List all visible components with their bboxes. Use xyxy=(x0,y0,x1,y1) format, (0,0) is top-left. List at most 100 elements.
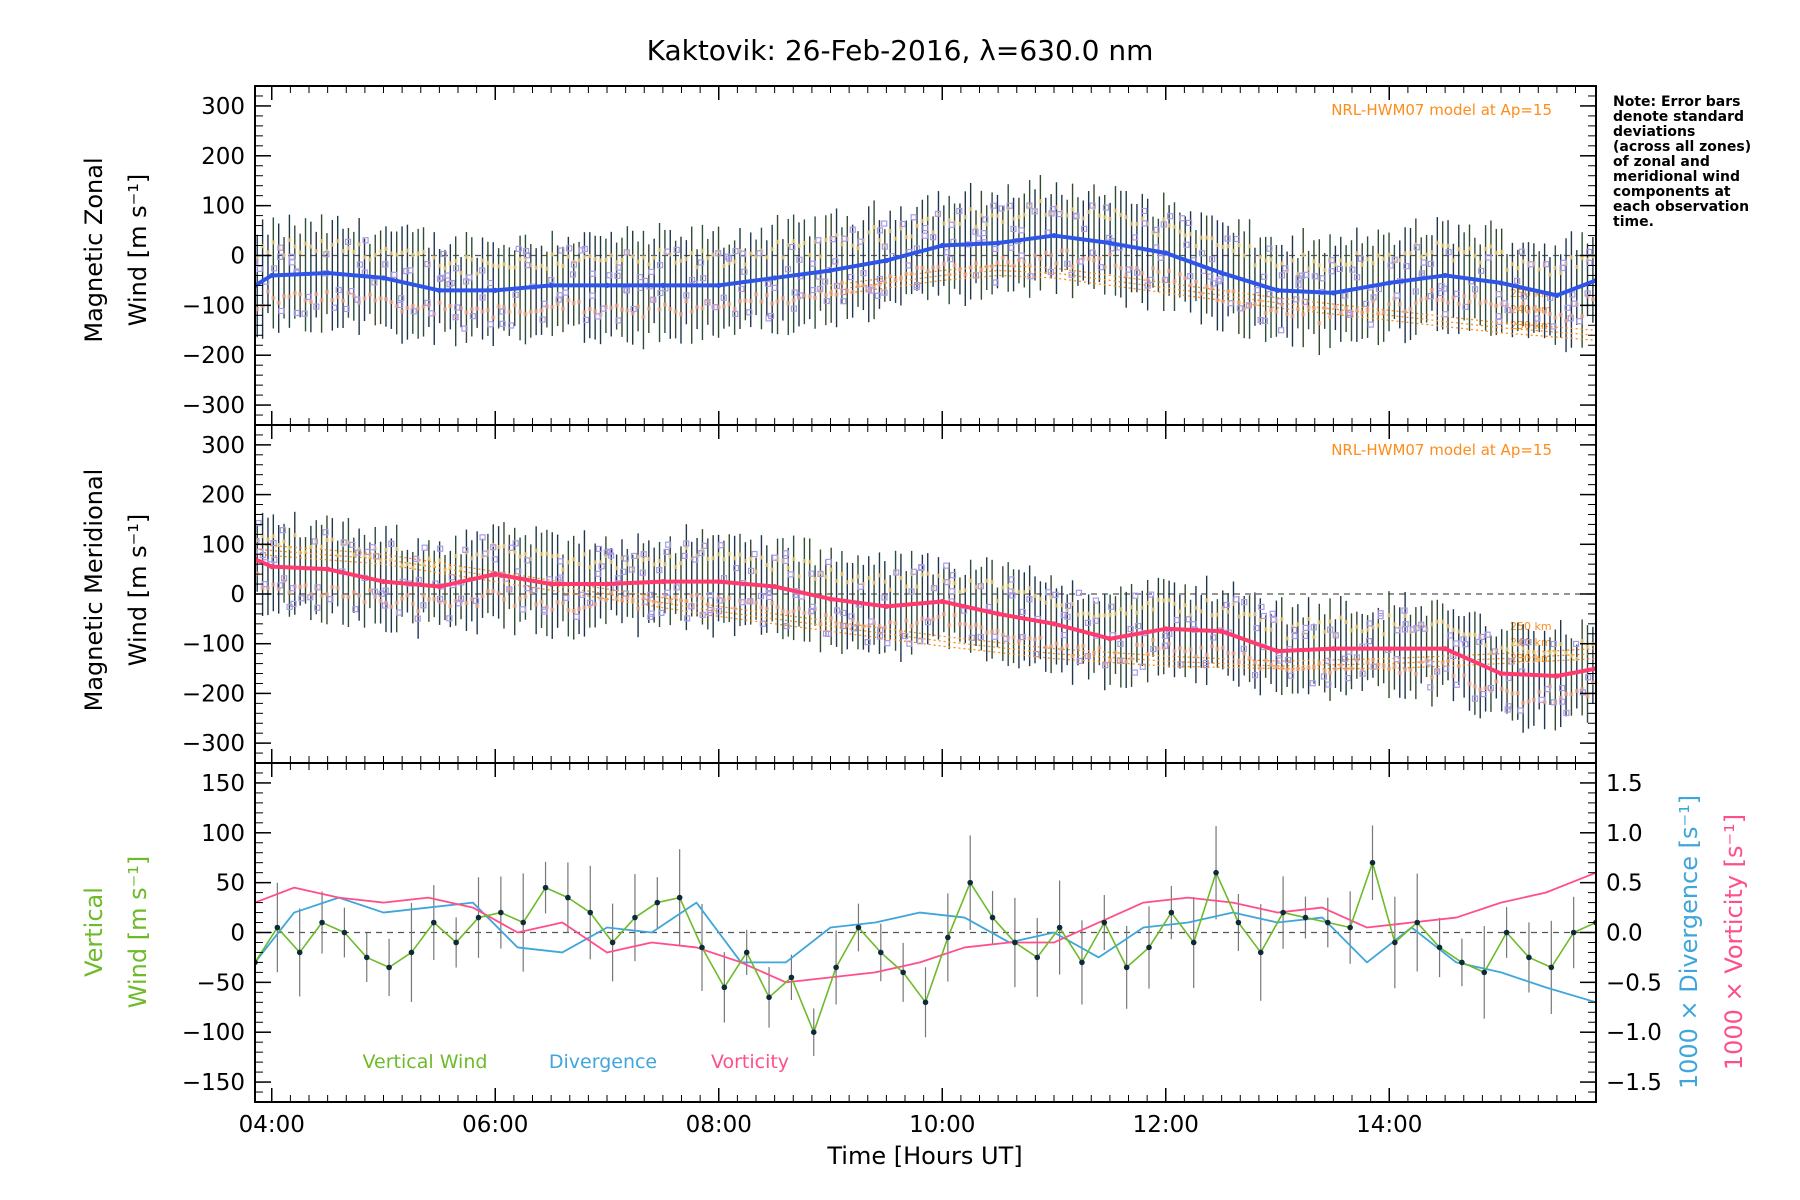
vertical-wind-point xyxy=(274,924,281,931)
meridional-zone-mark xyxy=(1451,673,1456,678)
meridional-zone-mark xyxy=(534,548,539,553)
zonal-zone-point xyxy=(410,308,417,315)
note-line: Note: Error bars xyxy=(1613,94,1740,110)
meridional-zone-point xyxy=(279,527,286,534)
zonal-zone-point xyxy=(1319,275,1326,282)
vertical-wind-point xyxy=(900,969,906,976)
meridional-zone-point xyxy=(280,575,288,582)
meridional-zone-point xyxy=(1359,670,1366,677)
meridional-zone-point xyxy=(364,548,371,555)
meridional-zone-mark xyxy=(877,573,882,578)
meridional-zone-point xyxy=(893,569,900,576)
zonal-zone-mark xyxy=(448,303,453,308)
zonal-zone-point xyxy=(600,305,607,312)
zonal-zone-mark xyxy=(271,240,276,245)
zonal-zone-mark xyxy=(582,255,587,260)
meridional-zone-point xyxy=(864,639,871,646)
divergence-y2label: 1000 × Divergence [s⁻¹] xyxy=(1675,795,1703,1089)
meridional-zone-mark xyxy=(1231,601,1236,606)
zonal-zone-mark xyxy=(877,238,882,243)
meridional-zone-point xyxy=(1033,651,1040,658)
zonal-zone-mark xyxy=(1161,217,1166,222)
meridional-zone-mark xyxy=(282,539,287,544)
zonal-zone-point xyxy=(570,261,578,268)
zonal-zone-point xyxy=(436,275,444,282)
zonal-zone-mark xyxy=(276,246,281,251)
zonal-zone-point xyxy=(424,299,431,306)
meridional-zone-mark xyxy=(754,569,759,574)
meridional-zone-point xyxy=(1052,591,1059,598)
meridional-mean-point xyxy=(1498,670,1504,677)
meridional-zone-mark xyxy=(673,564,678,569)
meridional-zone-mark xyxy=(582,605,587,610)
zonal-zone-mark xyxy=(1097,213,1102,218)
meridional-zone-mark xyxy=(829,567,834,572)
meridional-zone-point xyxy=(369,544,376,551)
zonal-zone-point xyxy=(921,232,928,239)
note-line: time. xyxy=(1613,214,1654,230)
zonal-zone-point xyxy=(438,274,445,281)
zonal-zone-mark xyxy=(566,298,571,303)
zonal-zone-mark xyxy=(1440,297,1445,302)
meridional-zone-point xyxy=(840,622,847,630)
meridional-zone-mark xyxy=(1285,636,1290,641)
meridional-mean-line xyxy=(255,557,1596,679)
meridional-mean-point xyxy=(380,578,387,585)
meridional-zone-mark xyxy=(979,583,984,588)
vertical-wind-point xyxy=(319,919,325,926)
vertical-wind-point xyxy=(542,884,549,891)
zonal-zone-mark xyxy=(1000,220,1005,225)
zonal-zone-mark xyxy=(1456,247,1461,252)
zonal-zone-mark xyxy=(1124,215,1129,220)
meridional-zone-mark xyxy=(818,622,823,627)
meridional-zone-point xyxy=(614,575,622,582)
meridional-zone-mark xyxy=(1488,650,1493,655)
zonal-zone-mark xyxy=(539,263,544,268)
meridional-zone-mark xyxy=(1236,614,1241,619)
zonal-zone-mark xyxy=(909,271,914,276)
note-line: (across all zones) xyxy=(1613,139,1751,155)
zonal-zone-mark xyxy=(469,307,474,312)
vertical-wind-point xyxy=(945,934,951,941)
meridional-zone-point xyxy=(1003,635,1010,642)
meridional-zone-mark xyxy=(888,587,893,592)
meridional-zone-mark xyxy=(625,562,630,567)
vertical-wind-point xyxy=(810,1029,817,1036)
zonal-zone-mark xyxy=(711,252,716,257)
meridional-zone-mark xyxy=(1220,606,1225,611)
zonal-ytick-label: −300 xyxy=(182,393,245,419)
meridional-zone-mark xyxy=(1317,620,1322,625)
vertical-y2tick-label: 0.5 xyxy=(1606,871,1643,897)
meridional-zone-point xyxy=(1366,620,1373,627)
meridional-zone-mark xyxy=(652,599,657,604)
zonal-zone-mark xyxy=(459,305,464,310)
zonal-zone-point xyxy=(486,279,494,287)
zonal-zone-mark xyxy=(1108,252,1113,257)
meridional-zone-point xyxy=(1258,603,1265,611)
zonal-zone-point xyxy=(1157,254,1164,261)
zonal-zone-point xyxy=(876,227,884,234)
meridional-zone-mark xyxy=(593,602,598,607)
meridional-zone-point xyxy=(420,602,427,609)
zonal-zone-point xyxy=(1342,292,1349,299)
meridional-zone-point xyxy=(1161,642,1169,649)
zonal-zone-mark xyxy=(732,259,737,264)
zonal-zone-mark xyxy=(941,221,946,226)
zonal-zone-point xyxy=(1031,208,1038,215)
meridional-zone-point xyxy=(673,584,680,591)
zonal-zone-mark xyxy=(636,304,641,309)
zonal-zone-mark xyxy=(1140,271,1145,276)
zonal-zone-point xyxy=(1543,261,1550,268)
zonal-zone-mark xyxy=(1027,263,1032,268)
zonal-zone-mark xyxy=(619,257,624,262)
meridional-zone-point xyxy=(413,555,420,562)
zonal-zone-point xyxy=(874,292,881,299)
meridional-zone-mark xyxy=(678,598,683,603)
meridional-zone-point xyxy=(448,574,455,581)
zonal-zone-point xyxy=(876,275,884,283)
zonal-zone-mark xyxy=(1210,286,1215,291)
vertical-wind-point xyxy=(1481,969,1488,976)
zonal-zone-point xyxy=(992,245,999,253)
zonal-zone-mark xyxy=(394,304,399,309)
zonal-zone-mark xyxy=(1365,257,1370,262)
